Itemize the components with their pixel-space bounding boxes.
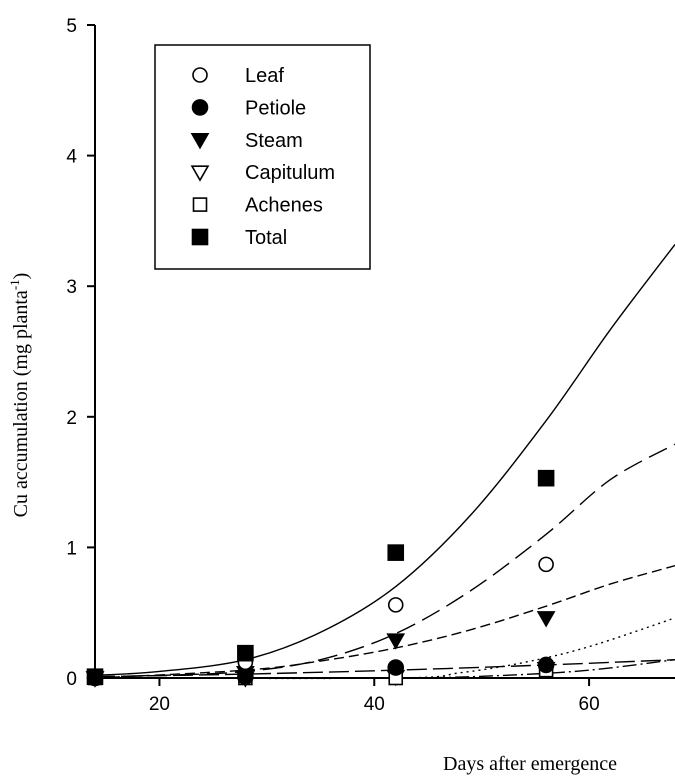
- x-tick-label: 20: [149, 694, 170, 715]
- y-tick-label: 1: [66, 538, 77, 559]
- data-point-total: [86, 668, 104, 685]
- legend-box: [154, 44, 371, 270]
- y-tick-label: 4: [66, 147, 77, 168]
- y-tick-label: 0: [66, 669, 77, 690]
- legend-label-steam: Steam: [245, 130, 303, 152]
- data-point-total: [237, 644, 254, 662]
- x-tick-label: 40: [364, 694, 385, 715]
- ticks: 0 1 2 3 4 5 20 40 60: [66, 16, 599, 715]
- fit-line-steam: [94, 565, 675, 679]
- y-tick-label: 2: [66, 408, 77, 429]
- legend-label-capitulum: Capitulum: [245, 162, 335, 184]
- x-axis-label: Days after emergence: [443, 753, 617, 775]
- legend-marker-total: [191, 228, 209, 246]
- data-point-leaf: [538, 556, 554, 573]
- x-tick-label: 60: [579, 694, 600, 715]
- data-point-total: [537, 469, 555, 487]
- data-point-steam: [386, 633, 406, 650]
- y-tick-label: 3: [66, 277, 77, 298]
- legend-marker-leaf: [192, 67, 208, 83]
- legend-label-total: Total: [245, 227, 287, 249]
- legend-marker-capitulum: [190, 165, 210, 182]
- fit-line-leaf: [94, 443, 675, 678]
- y-axis-label: Cu accumulation (mg planta-1): [7, 273, 32, 518]
- legend: Leaf Petiole Steam Capitulum Achenes Total: [154, 44, 371, 270]
- data-point-leaf: [387, 597, 404, 613]
- legend-label-achenes: Achenes: [245, 195, 323, 217]
- data-point-total: [387, 544, 405, 561]
- legend-marker-petiole: [191, 99, 209, 116]
- legend-label-petiole: Petiole: [245, 97, 306, 119]
- legend-label-leaf: Leaf: [245, 65, 284, 87]
- data-markers: [85, 469, 556, 688]
- legend-marker-steam: [190, 133, 210, 150]
- fitted-curves: [94, 243, 675, 680]
- data-point-petiole: [537, 656, 555, 674]
- data-point-steam: [536, 611, 556, 628]
- y-tick-label: 5: [66, 16, 77, 37]
- legend-marker-achenes: [192, 197, 208, 212]
- data-point-petiole: [387, 659, 405, 676]
- fit-line-total: [94, 243, 675, 677]
